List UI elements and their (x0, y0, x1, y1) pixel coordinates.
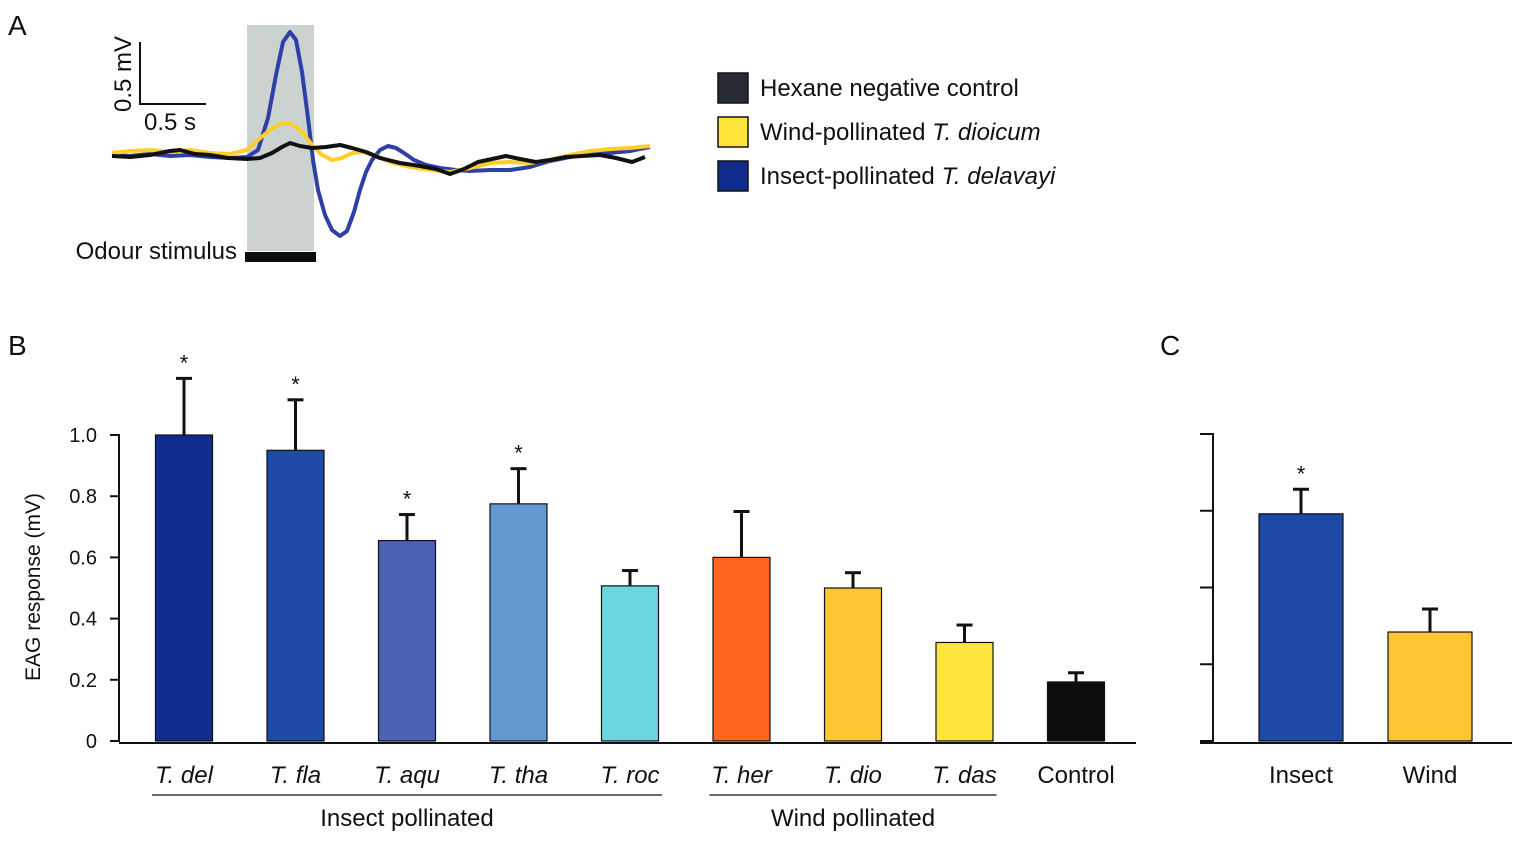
x-tick-label-b: T. her (711, 762, 772, 789)
legend-wind-species: T. dioicum (932, 119, 1041, 146)
x-tick-label-b: T. fla (270, 762, 321, 789)
x-tick-label-b: Control (1037, 762, 1114, 789)
x-tick-label-b: T. das (932, 762, 997, 789)
bar-b (712, 556, 771, 742)
panel-label-b: B (8, 330, 27, 361)
panel-b: B EAG response (mV) 0 0.2 0.4 0.6 0.8 1.0 * T. … (8, 330, 1136, 832)
panel-c: C * Insect Wind (1160, 330, 1512, 789)
bar-b (600, 585, 660, 742)
significance-star-b: * (403, 487, 412, 512)
panel-label-a: A (8, 10, 27, 41)
bar-b (1046, 681, 1106, 742)
legend-wind-text: Wind-pollinated (760, 119, 932, 146)
significance-star-b: * (180, 350, 189, 375)
x-tick-label-b: T. tha (489, 762, 548, 789)
panel-label-c: C (1160, 330, 1180, 361)
y-tick-label-b: 1.0 (69, 425, 97, 447)
trace-hexane-control (111, 141, 646, 176)
bar-c (1258, 513, 1344, 742)
bar-b (823, 587, 883, 742)
legend-swatch-wind (717, 116, 749, 148)
legend-insect-text: Insect-pollinated (760, 163, 941, 190)
x-tick-label-c: Insect (1269, 762, 1333, 789)
significance-star-c: * (1297, 461, 1306, 486)
bar-b (377, 539, 437, 742)
x-tick-label-c: Wind (1403, 762, 1458, 789)
y-tick-label-b: 0.2 (69, 670, 97, 692)
y-tick-label-b: 0 (86, 731, 97, 753)
significance-star-b: * (291, 372, 300, 397)
x-tick-label-b: T. del (155, 762, 213, 789)
y-tick-label-b: 0.6 (69, 547, 97, 569)
chart-b: 0 0.2 0.4 0.6 0.8 1.0 * T. del * T. fla * T. aqu * T.… (69, 350, 1136, 832)
bar-b (489, 503, 548, 742)
group-label-b: Wind pollinated (771, 805, 935, 832)
odour-stimulus-label: Odour stimulus (76, 238, 237, 265)
bar-b (935, 641, 994, 742)
panel-a: A 0.5 mV 0.5 s Odour stimulus Hexane neg… (8, 10, 1056, 265)
significance-star-b: * (514, 441, 523, 466)
trace-insect-pollinated (111, 30, 651, 238)
scale-label-voltage: 0.5 mV (110, 36, 137, 112)
bar-c (1387, 631, 1473, 742)
legend-swatch-insect (717, 160, 749, 192)
y-tick-label-b: 0.4 (69, 609, 97, 631)
legend-label-wind: Wind-pollinated T. dioicum (760, 119, 1041, 146)
x-tick-label-b: T. dio (824, 762, 882, 789)
bar-b (266, 449, 325, 742)
legend-label-hexane: Hexane negative control (760, 75, 1019, 102)
legend-label-insect: Insect-pollinated T. delavayi (760, 163, 1056, 190)
x-tick-label-b: T. roc (600, 762, 659, 789)
x-tick-label-b: T. aqu (374, 762, 440, 789)
bar-b (154, 434, 214, 742)
legend-insect-species: T. delavayi (941, 163, 1056, 190)
legend-hexane-text: Hexane negative control (760, 75, 1019, 102)
legend-swatch-hexane (717, 72, 749, 104)
y-axis-title-b: EAG response (mV) (22, 493, 45, 681)
odour-stimulus-bar (245, 252, 316, 262)
legend: Hexane negative control Wind-pollinated … (717, 72, 1056, 192)
scale-label-time: 0.5 s (144, 109, 196, 136)
group-label-b: Insect pollinated (320, 805, 493, 832)
chart-c: * Insect Wind (1200, 433, 1512, 789)
y-tick-label-b: 0.8 (69, 486, 97, 508)
